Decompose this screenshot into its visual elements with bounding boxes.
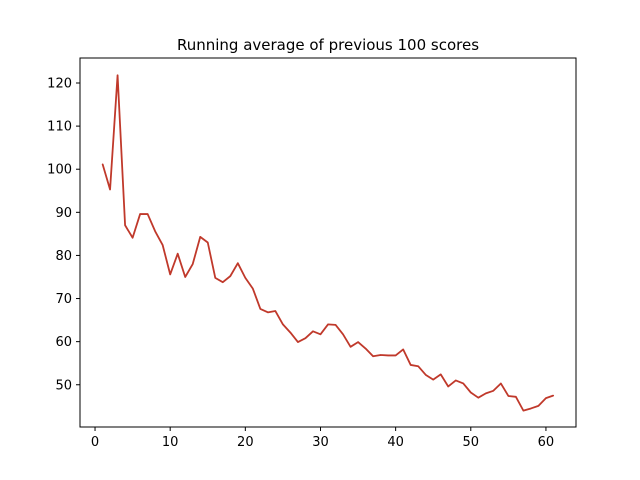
data-point (116, 74, 119, 76)
data-point (380, 354, 382, 356)
data-point (440, 373, 442, 376)
y-tick-label: 60 (55, 335, 72, 350)
data-point (462, 382, 464, 385)
data-point (244, 277, 246, 279)
data-point (304, 337, 307, 339)
data-point (334, 324, 337, 326)
data-point (101, 163, 104, 165)
y-tick-label: 50 (55, 378, 72, 393)
y-tick-label: 120 (47, 77, 72, 92)
data-point (162, 244, 164, 246)
data-point (342, 333, 344, 335)
data-point (372, 355, 374, 357)
data-point (297, 341, 299, 343)
data-point (410, 364, 412, 366)
data-point (147, 213, 149, 215)
x-tick-label: 20 (237, 435, 254, 450)
x-tick-label: 0 (91, 435, 99, 450)
data-point (169, 273, 171, 275)
data-point (222, 281, 224, 283)
y-tick-label: 70 (55, 292, 72, 307)
data-point (267, 311, 269, 313)
data-point (349, 346, 352, 348)
data-point (417, 365, 419, 367)
data-point (537, 405, 540, 407)
data-point (500, 382, 502, 385)
data-point (259, 308, 261, 310)
y-tick-label: 100 (47, 163, 72, 178)
data-point (432, 378, 434, 381)
data-point (214, 277, 216, 279)
data-point (455, 379, 457, 382)
data-point (237, 262, 239, 264)
x-tick-label: 30 (312, 435, 329, 450)
data-point (477, 397, 479, 399)
data-point (132, 237, 134, 239)
data-point (192, 263, 194, 265)
data-point (199, 236, 201, 238)
data-point (485, 392, 487, 394)
plot-frame (79, 57, 577, 428)
y-tick-label: 110 (47, 120, 72, 135)
x-tick-label: 50 (463, 435, 480, 450)
data-point (515, 396, 517, 398)
data-point (402, 348, 404, 351)
data-point (319, 333, 322, 335)
series-line (101, 74, 554, 412)
data-point (387, 354, 389, 357)
data-point (124, 224, 126, 226)
data-point (447, 385, 449, 388)
x-tick-label: 10 (162, 435, 179, 450)
data-point (229, 275, 231, 277)
data-point (552, 394, 555, 397)
data-point (425, 374, 427, 376)
x-tick-label: 40 (387, 435, 404, 450)
data-point (507, 395, 509, 397)
data-point (522, 410, 524, 412)
data-point (327, 323, 329, 326)
x-tick-label: 60 (538, 435, 555, 450)
data-point (109, 188, 111, 191)
data-point (184, 276, 186, 278)
data-point (364, 347, 367, 350)
data-point (289, 331, 292, 334)
data-point (282, 323, 284, 326)
chart-title: Running average of previous 100 scores (177, 36, 479, 54)
data-point (207, 241, 209, 244)
y-tick-label: 90 (55, 206, 72, 221)
data-point (357, 341, 359, 343)
data-point (492, 390, 494, 392)
data-point (252, 288, 254, 290)
y-tick-label: 80 (55, 249, 72, 264)
data-point (312, 330, 314, 332)
data-point (395, 354, 397, 357)
data-point (154, 230, 156, 232)
data-point (545, 397, 547, 399)
data-point (177, 253, 179, 255)
data-point (139, 213, 141, 215)
data-point (530, 407, 532, 410)
data-point (274, 310, 276, 312)
data-point (470, 391, 472, 394)
